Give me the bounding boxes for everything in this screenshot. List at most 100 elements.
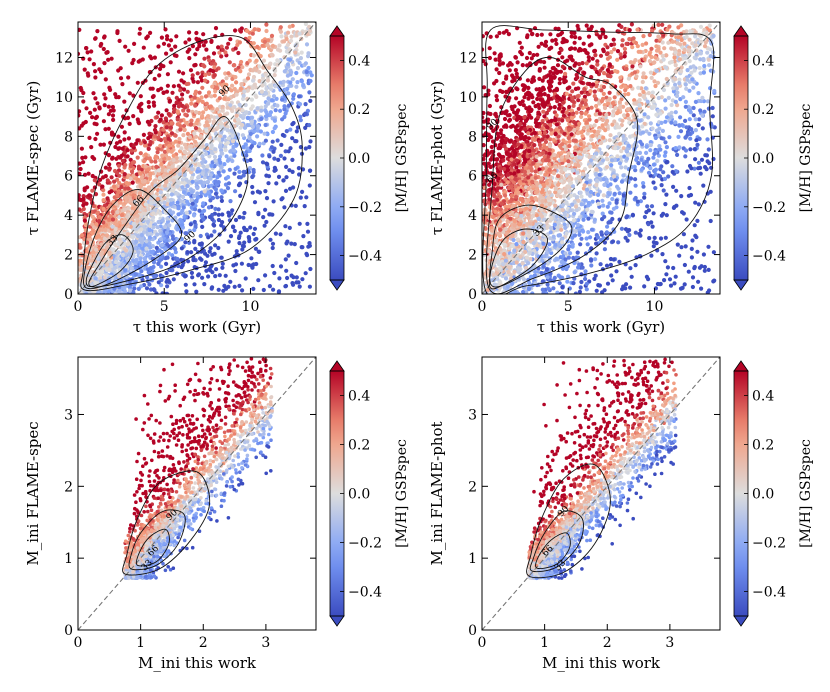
scatter-point (160, 153, 165, 158)
scatter-point (174, 174, 179, 179)
scatter-point (701, 183, 706, 188)
scatter-point (197, 90, 202, 95)
scatter-point (187, 228, 192, 233)
scatter-point (286, 30, 291, 35)
scatter-point (224, 82, 229, 87)
scatter-point (255, 189, 260, 194)
scatter-point (211, 51, 217, 56)
scatter-point (113, 144, 118, 150)
y-tick-label: 0 (64, 287, 73, 303)
scatter-point (81, 160, 86, 165)
scatter-point (655, 158, 660, 163)
scatter-point (251, 41, 256, 46)
scatter-point (662, 278, 667, 283)
scatter-point (267, 154, 272, 159)
scatter-point (141, 45, 146, 50)
scatter-point (140, 236, 145, 241)
scatter-point (218, 144, 223, 150)
scatter-point (182, 155, 187, 160)
scatter-point (304, 42, 310, 47)
scatter-point (235, 117, 240, 122)
scatter-point (664, 272, 669, 277)
scatter-point (149, 159, 154, 164)
scatter-point (110, 217, 116, 222)
scatter-point (142, 143, 148, 148)
scatter-point (78, 166, 83, 172)
scatter-point (160, 165, 165, 170)
scatter-point (283, 284, 288, 289)
scatter-point (240, 133, 245, 138)
scatter-point (196, 162, 201, 167)
scatter-point (237, 40, 242, 45)
scatter-point (101, 175, 106, 180)
scatter-point (180, 222, 185, 227)
scatter-point (649, 46, 654, 51)
scatter-point (212, 164, 217, 169)
scatter-point (103, 248, 108, 253)
scatter-point (219, 165, 224, 170)
scatter-point (693, 157, 698, 162)
scatter-point (111, 117, 116, 122)
scatter-point (142, 179, 147, 184)
scatter-point (219, 54, 224, 59)
scatter-point (205, 164, 210, 169)
scatter-point (193, 62, 198, 68)
scatter-point (83, 155, 88, 160)
scatter-point (125, 232, 131, 237)
scatter-point (226, 284, 231, 289)
scatter-point (151, 211, 156, 216)
scatter-point (148, 86, 153, 91)
scatter-point (178, 156, 183, 161)
scatter-point (190, 76, 195, 81)
scatter-point (160, 243, 165, 248)
scatter-point (260, 83, 265, 88)
scatter-point (169, 197, 174, 202)
scatter-point (176, 212, 181, 217)
scatter-point (189, 101, 194, 106)
scatter-point (81, 99, 86, 104)
scatter-point (201, 32, 206, 37)
scatter-point (114, 170, 120, 176)
scatter-point (237, 241, 242, 246)
scatter-point (307, 90, 312, 95)
scatter-point (106, 112, 111, 117)
scatter-point (192, 282, 197, 287)
scatter-point (156, 44, 161, 49)
scatter-point (90, 231, 95, 236)
scatter-point (208, 246, 213, 251)
scatter-point (291, 120, 296, 126)
scatter-point (193, 134, 199, 139)
scatter-point (277, 276, 282, 281)
scatter-point (131, 290, 136, 294)
scatter-point (535, 96, 540, 102)
scatter-point (624, 41, 629, 46)
scatter-point (256, 51, 261, 56)
scatter-point (284, 164, 289, 169)
scatter-point (200, 275, 205, 280)
scatter-point (660, 22, 665, 27)
scatter-point (120, 146, 125, 151)
scatter-point (531, 53, 536, 58)
scatter-point (630, 64, 635, 69)
scatter-point (255, 134, 260, 139)
scatter-point (561, 138, 566, 143)
scatter-point (661, 188, 666, 193)
scatter-point (280, 132, 285, 138)
scatter-point (285, 62, 291, 67)
scatter-point (130, 216, 135, 221)
scatter-point (633, 177, 638, 182)
scatter-point (254, 94, 259, 99)
scatter-point (255, 124, 261, 129)
scatter-point (137, 31, 142, 36)
scatter-point (107, 190, 112, 195)
scatter-point (149, 118, 154, 124)
scatter-point (174, 34, 179, 39)
scatter-point (101, 198, 106, 203)
scatter-point (301, 82, 306, 88)
scatter-point (511, 110, 517, 115)
scatter-point (268, 61, 273, 66)
scatter-point (245, 146, 250, 151)
scatter-point (275, 138, 280, 143)
scatter-point (707, 63, 712, 68)
scatter-point (211, 69, 216, 74)
